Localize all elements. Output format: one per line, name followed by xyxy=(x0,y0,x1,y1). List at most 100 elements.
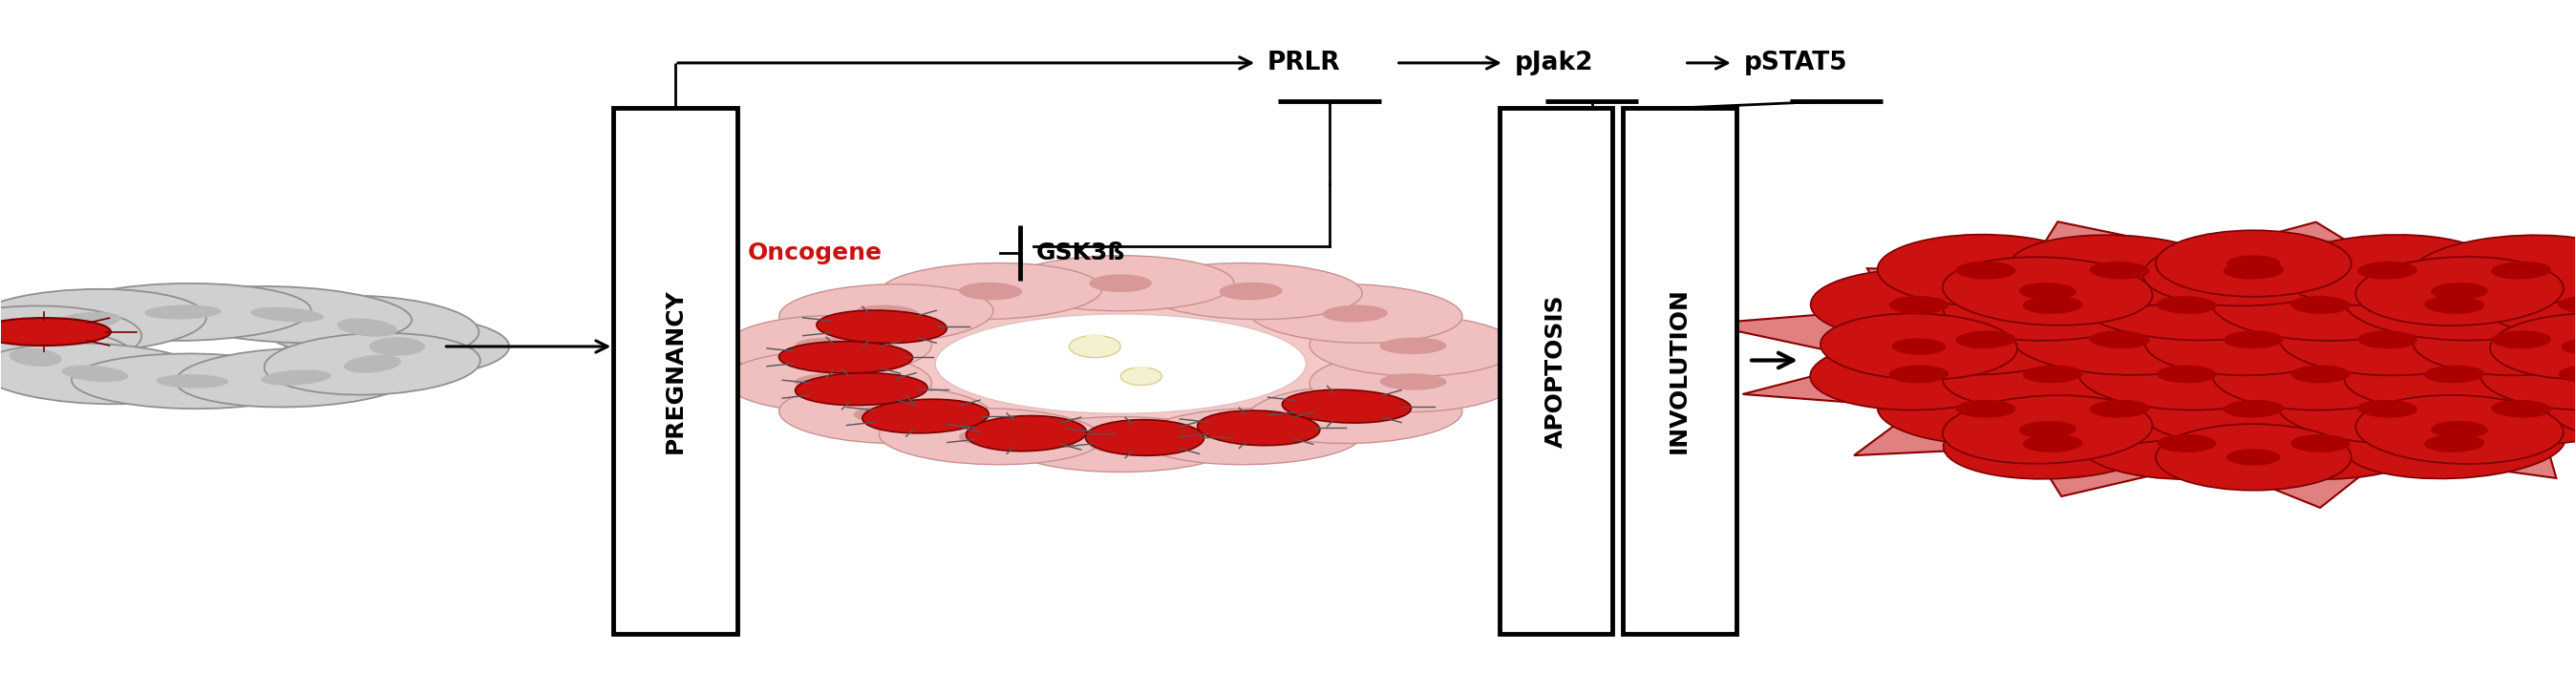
Text: APOPTOSIS: APOPTOSIS xyxy=(1543,294,1566,448)
Ellipse shape xyxy=(1121,367,1162,385)
Ellipse shape xyxy=(0,306,142,369)
Ellipse shape xyxy=(2156,424,2352,491)
Ellipse shape xyxy=(2354,257,2563,326)
Ellipse shape xyxy=(1811,338,2027,410)
Ellipse shape xyxy=(2424,365,2483,383)
Ellipse shape xyxy=(72,353,314,409)
Ellipse shape xyxy=(2079,407,2295,480)
Ellipse shape xyxy=(1283,389,1412,423)
Ellipse shape xyxy=(2226,449,2280,466)
Ellipse shape xyxy=(2223,400,2282,418)
Ellipse shape xyxy=(1821,313,2017,380)
Ellipse shape xyxy=(724,351,933,412)
Ellipse shape xyxy=(2223,261,2282,279)
Ellipse shape xyxy=(2089,331,2148,349)
Ellipse shape xyxy=(1133,367,1149,370)
Ellipse shape xyxy=(2354,395,2563,464)
Ellipse shape xyxy=(2558,365,2576,383)
Ellipse shape xyxy=(817,310,948,343)
Ellipse shape xyxy=(2156,296,2218,314)
Ellipse shape xyxy=(2146,304,2362,376)
Ellipse shape xyxy=(54,312,121,329)
Circle shape xyxy=(747,263,1494,464)
FancyBboxPatch shape xyxy=(1623,108,1736,633)
Ellipse shape xyxy=(2344,270,2566,340)
Ellipse shape xyxy=(1090,274,1151,292)
Ellipse shape xyxy=(2491,331,2550,349)
Ellipse shape xyxy=(2481,338,2576,410)
Ellipse shape xyxy=(265,333,479,395)
Ellipse shape xyxy=(2280,304,2496,376)
Ellipse shape xyxy=(796,373,927,405)
Ellipse shape xyxy=(796,374,860,390)
FancyBboxPatch shape xyxy=(613,108,737,633)
Ellipse shape xyxy=(1090,435,1151,453)
Ellipse shape xyxy=(0,326,137,389)
Ellipse shape xyxy=(2491,400,2550,418)
Ellipse shape xyxy=(1218,428,1283,446)
Ellipse shape xyxy=(144,305,222,319)
Ellipse shape xyxy=(286,315,510,378)
Ellipse shape xyxy=(2213,407,2429,480)
Ellipse shape xyxy=(778,284,994,343)
Ellipse shape xyxy=(2089,261,2151,279)
Ellipse shape xyxy=(2223,331,2282,349)
Ellipse shape xyxy=(2020,421,2076,438)
Ellipse shape xyxy=(1247,284,1463,343)
Ellipse shape xyxy=(1942,395,2154,464)
Ellipse shape xyxy=(1321,405,1388,423)
Ellipse shape xyxy=(1811,269,2027,341)
Text: Oncogene: Oncogene xyxy=(747,242,881,265)
Ellipse shape xyxy=(162,286,412,343)
Ellipse shape xyxy=(62,365,129,382)
Ellipse shape xyxy=(1955,400,2014,418)
Ellipse shape xyxy=(2548,304,2576,376)
Ellipse shape xyxy=(1955,261,2014,279)
Ellipse shape xyxy=(2432,421,2488,438)
Ellipse shape xyxy=(250,307,325,322)
Ellipse shape xyxy=(1139,263,1363,319)
Ellipse shape xyxy=(1942,407,2161,479)
Ellipse shape xyxy=(1139,408,1363,464)
Ellipse shape xyxy=(878,408,1103,464)
Ellipse shape xyxy=(1381,374,1448,390)
Ellipse shape xyxy=(1198,410,1319,446)
Ellipse shape xyxy=(2022,435,2081,453)
Ellipse shape xyxy=(2020,283,2076,300)
Ellipse shape xyxy=(1309,351,1517,412)
Ellipse shape xyxy=(5,328,59,347)
Ellipse shape xyxy=(2089,400,2148,418)
Ellipse shape xyxy=(337,318,397,337)
Ellipse shape xyxy=(1084,420,1203,455)
Ellipse shape xyxy=(2344,408,2566,479)
Ellipse shape xyxy=(2022,365,2084,383)
Ellipse shape xyxy=(1247,385,1463,444)
Ellipse shape xyxy=(2156,230,2352,297)
Ellipse shape xyxy=(2290,296,2349,314)
Ellipse shape xyxy=(1321,305,1388,322)
Ellipse shape xyxy=(2491,261,2550,279)
Ellipse shape xyxy=(2143,374,2365,444)
Ellipse shape xyxy=(2424,296,2483,314)
Polygon shape xyxy=(1703,222,2576,508)
Ellipse shape xyxy=(1942,270,2161,341)
Ellipse shape xyxy=(2076,270,2298,340)
Ellipse shape xyxy=(1007,256,1234,311)
Ellipse shape xyxy=(2561,338,2576,355)
Ellipse shape xyxy=(175,348,417,407)
Circle shape xyxy=(935,314,1306,414)
Ellipse shape xyxy=(0,343,211,404)
Ellipse shape xyxy=(2277,235,2496,306)
Ellipse shape xyxy=(863,399,989,433)
Ellipse shape xyxy=(343,355,402,373)
Ellipse shape xyxy=(2411,374,2576,444)
Ellipse shape xyxy=(2290,365,2349,383)
Ellipse shape xyxy=(0,318,111,346)
Ellipse shape xyxy=(2009,373,2228,444)
Ellipse shape xyxy=(966,416,1087,451)
Ellipse shape xyxy=(1888,296,1947,314)
Ellipse shape xyxy=(1309,315,1517,376)
Ellipse shape xyxy=(2357,400,2416,418)
Ellipse shape xyxy=(2226,255,2280,272)
Ellipse shape xyxy=(10,348,62,367)
